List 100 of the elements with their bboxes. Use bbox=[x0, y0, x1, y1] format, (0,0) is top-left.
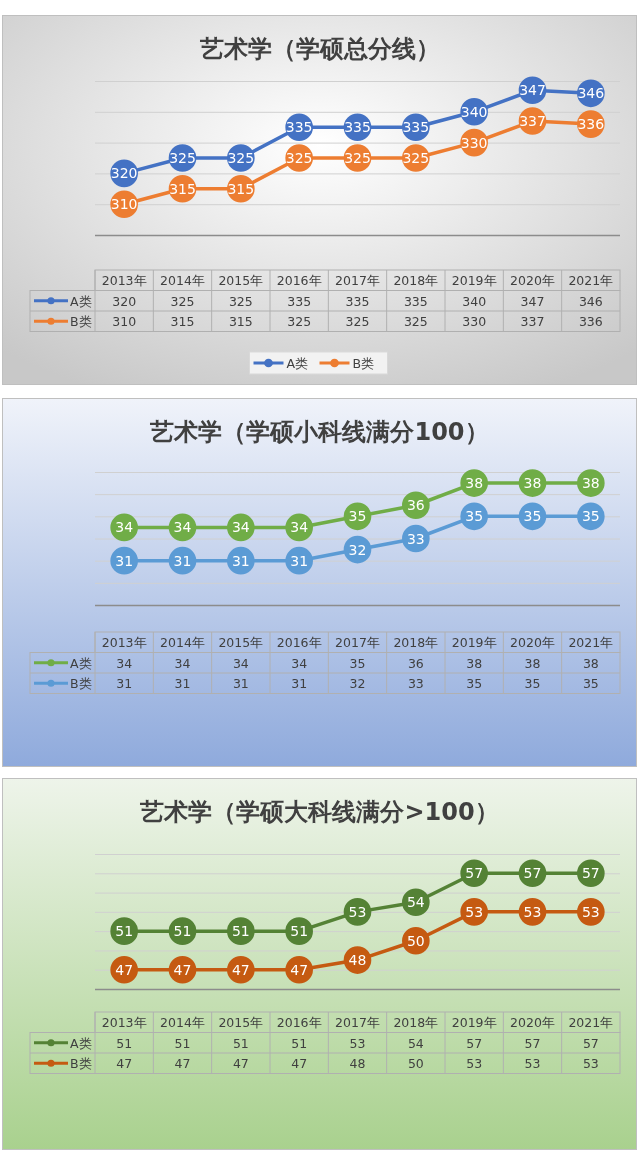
data-label: 53 bbox=[466, 1056, 483, 1071]
chart-title: 艺术学（学硕总分线） bbox=[198, 35, 440, 63]
data-label: 35 bbox=[466, 676, 483, 691]
x-tick-label: 2019年 bbox=[451, 1015, 497, 1030]
annotation: 36 bbox=[406, 497, 425, 514]
x-tick-label: 2020年 bbox=[510, 273, 555, 288]
annotation: 31 bbox=[173, 552, 192, 569]
data-label: 337 bbox=[520, 314, 545, 329]
x-tick-label: 2014年 bbox=[160, 1015, 205, 1030]
data-label: 47 bbox=[291, 1056, 308, 1071]
x-tick-label: 2021年 bbox=[568, 1015, 614, 1030]
x-tick-label: 2017年 bbox=[335, 1015, 380, 1030]
data-label: 335 bbox=[345, 293, 370, 309]
data-label: 34 bbox=[116, 655, 133, 671]
data-label: 34 bbox=[232, 655, 249, 671]
annotation: 54 bbox=[406, 894, 425, 911]
x-tick-label: 2017年 bbox=[335, 273, 380, 288]
text: B类 bbox=[352, 356, 375, 371]
data-label: 47 bbox=[174, 1056, 191, 1071]
annotation: 315 bbox=[169, 180, 196, 197]
annotation: 38 bbox=[465, 475, 484, 492]
data-label: 325 bbox=[228, 293, 253, 309]
annotation: 320 bbox=[110, 165, 138, 182]
annotation: 53 bbox=[465, 903, 484, 920]
data-label: 57 bbox=[466, 1035, 483, 1051]
x-tick-label: 2019年 bbox=[451, 635, 497, 650]
data-label: 325 bbox=[170, 293, 195, 309]
annotation: 50 bbox=[406, 932, 425, 949]
data-label: 54 bbox=[407, 1035, 424, 1051]
data-label: 50 bbox=[407, 1056, 424, 1071]
x-tick-label: 2020年 bbox=[510, 1015, 555, 1030]
x-tick-label: 2013年 bbox=[101, 1015, 147, 1030]
data-label: 35 bbox=[349, 655, 366, 671]
x-tick-label: 2019年 bbox=[451, 273, 497, 288]
x-tick-label: 2016年 bbox=[276, 635, 322, 650]
text: A类 bbox=[286, 356, 309, 371]
data-label: 57 bbox=[524, 1035, 541, 1051]
annotation: 35 bbox=[465, 508, 484, 525]
annotation: 35 bbox=[523, 508, 542, 525]
data-label: 335 bbox=[287, 293, 312, 309]
data-label: 315 bbox=[170, 314, 195, 329]
data-label: 330 bbox=[462, 314, 487, 329]
annotation: 33 bbox=[406, 530, 425, 547]
data-label: 53 bbox=[349, 1035, 366, 1051]
data-label: 32 bbox=[349, 676, 366, 691]
legend-label: A类 bbox=[70, 293, 92, 309]
legend-label: B类 bbox=[70, 314, 92, 329]
x-tick-label: 2016年 bbox=[276, 273, 322, 288]
annotation: 315 bbox=[227, 180, 255, 197]
annotation: 35 bbox=[348, 508, 367, 525]
annotation: 34 bbox=[231, 519, 250, 536]
annotation: 335 bbox=[402, 119, 430, 136]
data-label: 34 bbox=[174, 655, 191, 671]
annotation: 346 bbox=[577, 85, 605, 102]
x-tick-label: 2015年 bbox=[218, 635, 264, 650]
annotation: 53 bbox=[523, 903, 542, 920]
annotation: 31 bbox=[231, 552, 250, 569]
data-label: 325 bbox=[403, 314, 428, 329]
annotation: 47 bbox=[115, 961, 134, 978]
annotation: 51 bbox=[231, 923, 250, 940]
data-label: 335 bbox=[403, 293, 428, 309]
x-tick-label: 2021年 bbox=[568, 635, 614, 650]
chart-title: 艺术学（学硕小科线满分100） bbox=[149, 418, 489, 446]
data-label: 34 bbox=[291, 655, 308, 671]
annotation: 325 bbox=[169, 150, 196, 166]
annotation: 340 bbox=[460, 103, 488, 120]
annotation: 325 bbox=[402, 150, 430, 166]
annotation: 57 bbox=[465, 865, 484, 882]
annotation: 35 bbox=[581, 508, 600, 525]
data-label: 38 bbox=[466, 655, 483, 671]
annotation: 51 bbox=[115, 923, 134, 940]
annotation: 325 bbox=[227, 150, 255, 166]
data-label: 33 bbox=[407, 676, 424, 691]
data-label: 347 bbox=[520, 293, 545, 309]
x-tick-label: 2018年 bbox=[393, 273, 439, 288]
chart-title: 艺术学（学硕大科线满分>100） bbox=[139, 798, 499, 826]
legend-label: B类 bbox=[70, 1056, 92, 1071]
annotation: 336 bbox=[577, 116, 605, 133]
annotation: 53 bbox=[581, 903, 600, 920]
data-label: 53 bbox=[582, 1056, 599, 1071]
data-label: 325 bbox=[287, 314, 312, 329]
data-label: 51 bbox=[174, 1035, 191, 1051]
annotation: 47 bbox=[173, 961, 192, 978]
data-label: 36 bbox=[407, 655, 424, 671]
data-label: 47 bbox=[116, 1056, 133, 1071]
legend-label: A类 bbox=[70, 655, 92, 671]
annotation: 310 bbox=[110, 196, 138, 213]
data-label: 57 bbox=[582, 1035, 599, 1051]
x-tick-label: 2014年 bbox=[160, 635, 205, 650]
annotation: 48 bbox=[348, 952, 367, 969]
data-label: 51 bbox=[116, 1035, 133, 1051]
annotation: 34 bbox=[173, 519, 192, 536]
annotation: 34 bbox=[290, 519, 309, 536]
data-label: 31 bbox=[174, 676, 191, 691]
x-tick-label: 2015年 bbox=[218, 273, 264, 288]
annotation: 47 bbox=[231, 961, 250, 978]
annotation: 31 bbox=[115, 552, 134, 569]
data-label: 315 bbox=[228, 314, 253, 329]
x-tick-label: 2018年 bbox=[393, 635, 439, 650]
annotation: 57 bbox=[581, 865, 600, 882]
